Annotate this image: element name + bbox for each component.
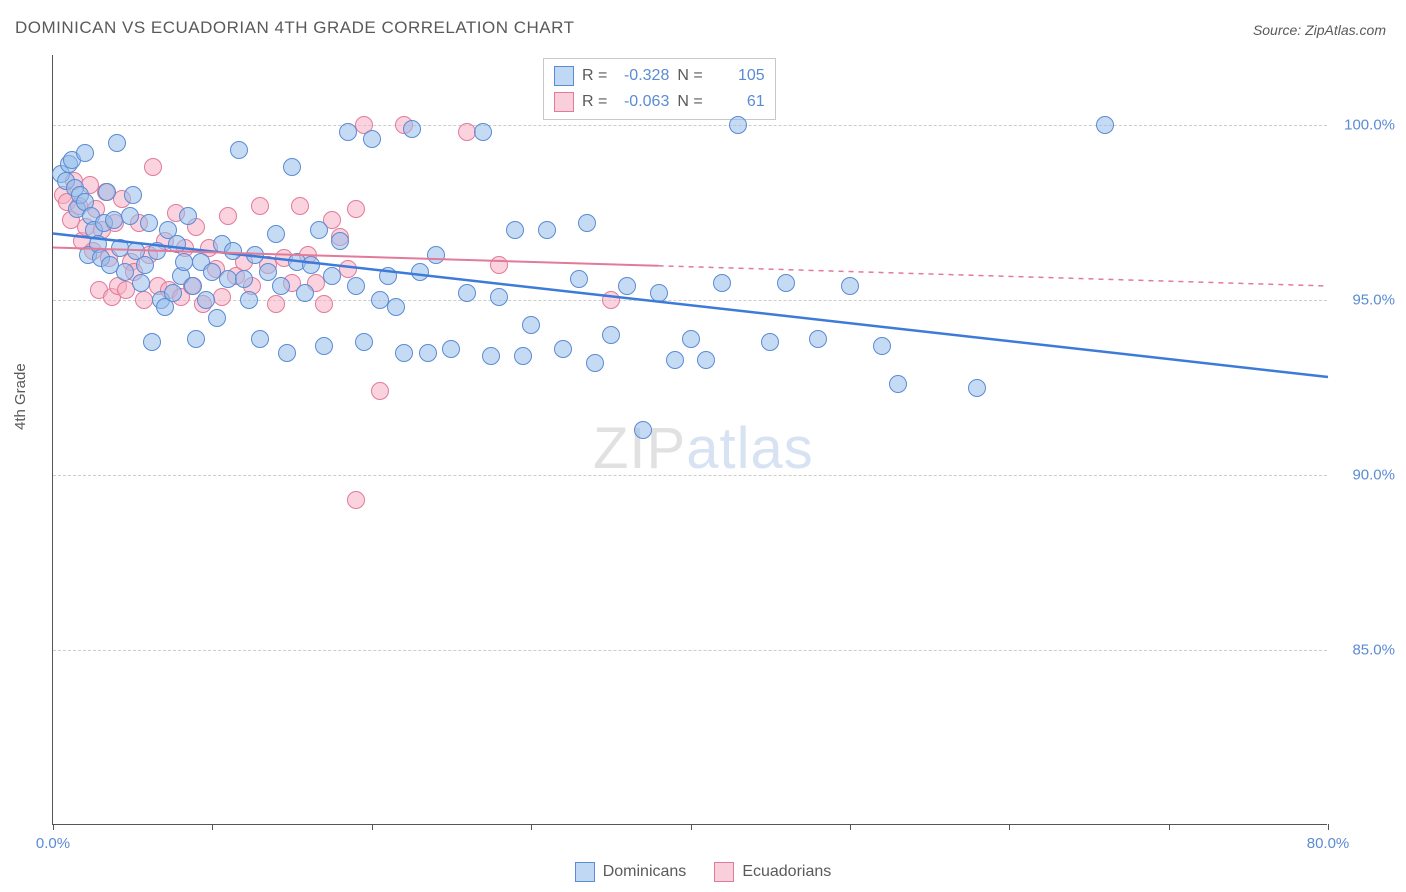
y-tick-label: 95.0% <box>1352 292 1395 309</box>
y-tick-label: 85.0% <box>1352 642 1395 659</box>
y-tick-label: 90.0% <box>1352 467 1395 484</box>
x-tick <box>1328 824 1329 830</box>
swatch-ecuadorians <box>714 862 734 882</box>
plot-area: R = -0.328 N = 105 R = -0.063 N = 61 ZIP… <box>52 55 1327 825</box>
regression-lines <box>53 55 1328 825</box>
y-axis-label: 4th Grade <box>12 363 29 430</box>
legend-item-dominicans: Dominicans <box>575 862 687 882</box>
legend-label-ecuadorians: Ecuadorians <box>742 863 831 881</box>
legend-label-dominicans: Dominicans <box>603 863 687 881</box>
bottom-legend: Dominicans Ecuadorians <box>0 862 1406 882</box>
x-tick-label: 80.0% <box>1307 835 1350 852</box>
y-tick-label: 100.0% <box>1344 117 1395 134</box>
chart-title: DOMINICAN VS ECUADORIAN 4TH GRADE CORREL… <box>15 18 575 38</box>
source-attribution: Source: ZipAtlas.com <box>1253 22 1386 38</box>
legend-item-ecuadorians: Ecuadorians <box>714 862 831 882</box>
x-tick-label: 0.0% <box>36 835 70 852</box>
swatch-dominicans <box>575 862 595 882</box>
